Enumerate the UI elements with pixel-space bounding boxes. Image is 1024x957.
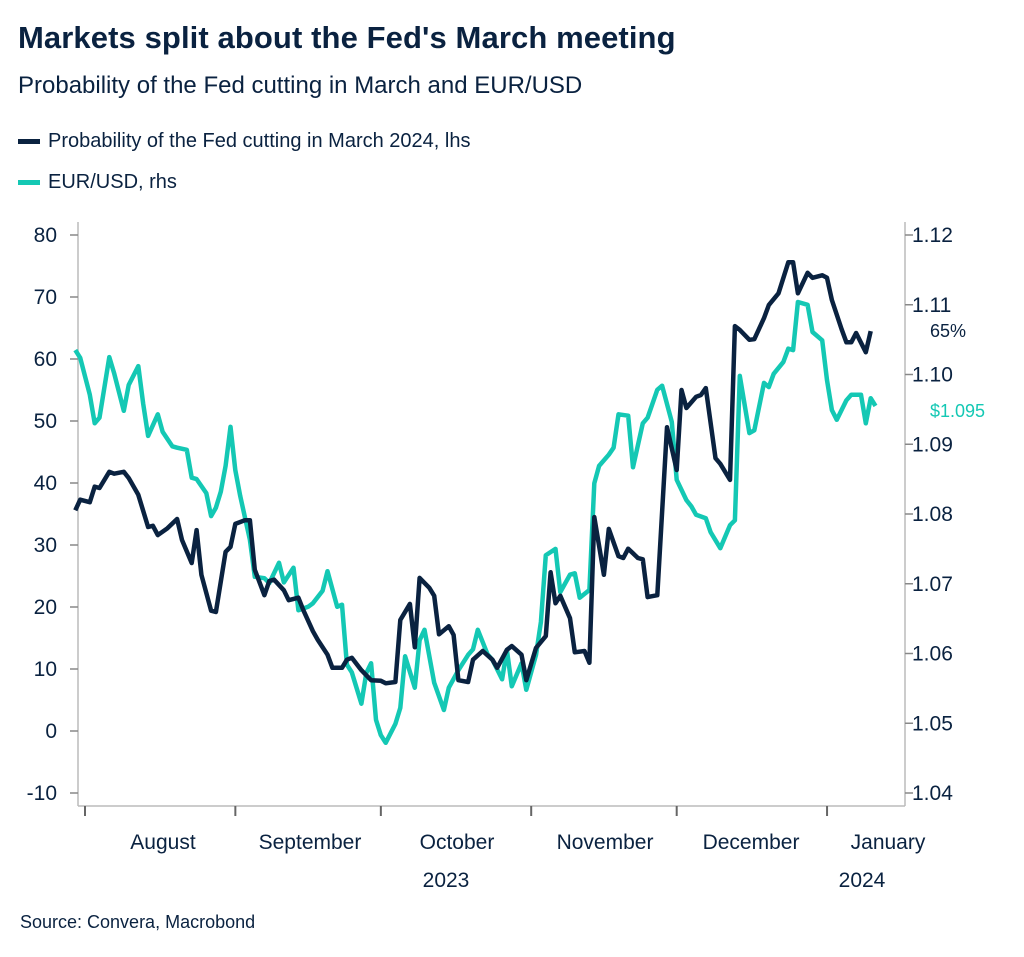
series-line-fed-probability: [73, 260, 873, 686]
x-axis-month-label: October: [420, 831, 495, 854]
left-axis-tick-label: 70: [34, 286, 57, 309]
right-axis-tick-label: 1.06: [912, 643, 953, 666]
series-line-eurusd: [73, 299, 878, 746]
source-note: Source: Convera, Macrobond: [20, 912, 256, 932]
legend-item-eurusd: EUR/USD, rhs: [18, 171, 177, 194]
right-axis-tick-label: 1.08: [912, 503, 953, 526]
x-axis-month-label: January: [851, 831, 926, 854]
x-axis-month-label: November: [557, 831, 654, 854]
left-axis-tick-label: 10: [34, 658, 57, 681]
chart-title: Markets split about the Fed's March meet…: [18, 20, 676, 55]
legend-swatch-fed: [18, 139, 40, 144]
right-axis-tick-label: 1.09: [912, 433, 953, 456]
x-axis-month-label: December: [703, 831, 800, 854]
left-axis-tick-label: 20: [34, 596, 57, 619]
left-axis-tick-label: -10: [27, 782, 57, 805]
left-axis-tick-label: 80: [34, 224, 57, 247]
x-axis-month-label: August: [130, 831, 196, 854]
legend-label-eurusd: EUR/USD, rhs: [48, 171, 177, 193]
legend-label-fed: Probability of the Fed cutting in March …: [48, 130, 471, 152]
annotation-background: [925, 316, 975, 340]
left-axis-tick-label: 0: [45, 720, 57, 743]
right-axis-tick-label: 1.04: [912, 782, 953, 805]
right-axis-tick-label: 1.11: [912, 294, 951, 317]
x-axis-year-label: 2023: [423, 869, 470, 892]
left-axis-tick-label: 60: [34, 348, 57, 371]
x-axis-month-label: September: [259, 831, 362, 854]
annotation-fed-last-value: 65%: [930, 321, 966, 341]
legend-item-fed: Probability of the Fed cutting in March …: [18, 130, 470, 153]
x-axis-year-label: 2024: [839, 869, 886, 892]
annotation-eurusd-last-value: $1.095: [930, 401, 985, 421]
right-axis-tick-label: 1.07: [912, 573, 953, 596]
right-axis-tick-label: 1.05: [912, 712, 953, 735]
left-axis-tick-label: 30: [34, 534, 57, 557]
right-axis-tick-label: 1.12: [912, 224, 953, 247]
legend-swatch-eurusd: [18, 180, 40, 185]
chart-subtitle: Probability of the Fed cutting in March …: [18, 72, 583, 99]
left-axis-tick-label: 50: [34, 410, 57, 433]
right-axis-tick-label: 1.10: [912, 364, 953, 387]
left-axis-tick-label: 40: [34, 472, 57, 495]
